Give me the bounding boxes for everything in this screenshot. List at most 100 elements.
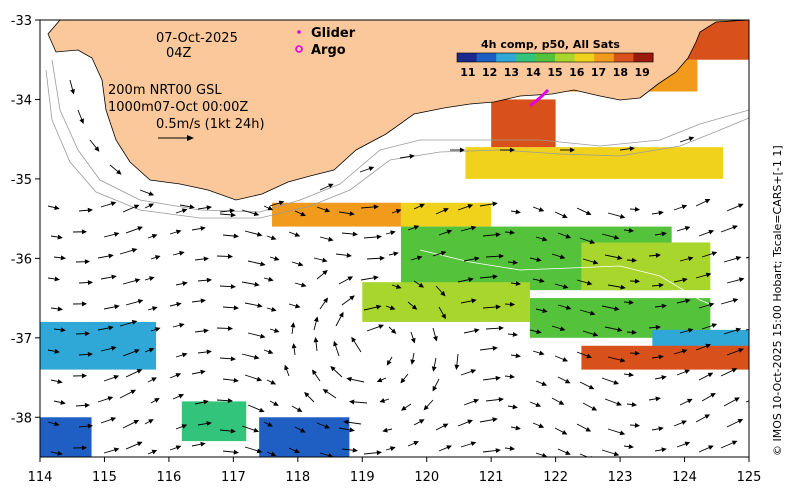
current-vector-head (539, 278, 545, 283)
current-vector-head (751, 327, 755, 330)
current-vector-head (738, 277, 745, 283)
current-vector-head (704, 199, 711, 204)
current-vector-head (300, 211, 306, 217)
current-vector-head (562, 284, 569, 289)
current-vector (752, 308, 761, 309)
shelf-current-vector-head (459, 147, 466, 153)
current-vector-head (271, 306, 277, 312)
current-vector-head (54, 276, 60, 282)
current-vector-head (154, 327, 161, 332)
current-vector-head (498, 397, 504, 402)
current-vector-head (495, 304, 501, 310)
current-vector-head (655, 324, 661, 330)
current-vector-head (732, 225, 738, 230)
y-tick-label: -35 (11, 173, 32, 188)
x-tick-label: 115 (92, 470, 117, 485)
current-vector-head (509, 301, 516, 307)
current-vector-head (495, 232, 501, 238)
current-vector-head (470, 369, 477, 374)
current-vector-head (440, 250, 447, 256)
current-vector-head (379, 255, 386, 261)
current-vector-head (413, 225, 420, 230)
current-vector-head (84, 331, 91, 337)
current-vector-head (470, 441, 477, 447)
current-vector-head (230, 284, 237, 290)
current-vector-head (467, 419, 473, 425)
current-vector-head (268, 276, 274, 282)
current-vector-head (297, 261, 304, 267)
current-vector-head (512, 404, 518, 410)
sst-patch-5 (400, 202, 492, 227)
current-vector-head (113, 375, 120, 380)
current-vector-head (57, 234, 63, 240)
current-vector-head (467, 204, 474, 209)
y-axis: -33 -34 -35 -36 -37 -38 (11, 14, 40, 426)
current-vector-head (515, 209, 521, 215)
current-vector-head (114, 304, 120, 310)
current-vector-head (757, 306, 761, 309)
current-vector-head (685, 298, 691, 304)
current-vector-head (589, 239, 596, 244)
y-tick-label: -37 (11, 332, 32, 347)
colorbar-tick-label: 18 (613, 66, 628, 79)
current-vector-head (203, 256, 209, 262)
current-vector-head (704, 414, 711, 419)
current-vector-head (754, 204, 758, 207)
current-vector-head (108, 253, 114, 259)
current-vector-head (130, 389, 137, 395)
current-vector-head (324, 207, 331, 213)
current-vector-head (343, 419, 349, 425)
current-vector-head (655, 252, 661, 258)
current-vector-head (613, 451, 620, 457)
current-vector-head (634, 278, 641, 284)
current-vector-head (586, 353, 592, 359)
current-vector-head (259, 333, 266, 339)
markers (529, 88, 550, 108)
current-vector-head (661, 303, 667, 309)
current-vector-head (681, 349, 688, 354)
current-vector-head (136, 441, 143, 447)
current-vector-head (253, 354, 260, 360)
current-vector-head (515, 353, 521, 359)
current-vector-head (542, 308, 548, 314)
current-vector-head (107, 396, 114, 401)
colorbar-segment (574, 53, 595, 62)
current-vector-head (175, 229, 182, 235)
shelf-current-vector-head (79, 118, 84, 124)
x-tick-label: 117 (221, 470, 246, 485)
current-vector-head (267, 422, 273, 427)
current-vector-head (333, 340, 338, 347)
current-vector-head (538, 207, 545, 212)
current-vector-head (682, 277, 688, 283)
current-vector-head (628, 372, 634, 378)
current-vector-head (492, 345, 498, 351)
current-vector-head (134, 349, 140, 354)
current-vector-head (149, 276, 155, 281)
current-vector-head (346, 376, 352, 382)
current-vector-head (634, 206, 641, 212)
current-vector (748, 278, 749, 279)
current-vector-head (81, 373, 88, 379)
current-vector-head (253, 211, 260, 217)
current-vector-head (688, 256, 694, 262)
current-vector-head (495, 448, 501, 453)
current-vector-head (565, 305, 572, 310)
current-vector-head (658, 426, 664, 432)
current-vector-head (617, 255, 623, 261)
current-vector-head (296, 407, 303, 412)
scale-text: 0.5m/s (1kt 24h) (156, 117, 265, 132)
current-vector-head (617, 327, 623, 333)
shelf-current-vector-head (148, 191, 155, 196)
current-vector-head (681, 204, 688, 210)
current-vector-head (200, 226, 206, 231)
x-tick-label: 125 (737, 470, 762, 485)
land-layer (47, 20, 749, 201)
current-vector-head (270, 451, 277, 457)
current-vector-head (378, 324, 384, 329)
current-vector-head (684, 441, 691, 447)
current-vector-head (433, 335, 438, 342)
current-vector-head (273, 401, 279, 406)
current-vector-head (658, 210, 664, 216)
shelf-current-vector-head (409, 154, 415, 159)
current-vector-head (322, 270, 328, 276)
